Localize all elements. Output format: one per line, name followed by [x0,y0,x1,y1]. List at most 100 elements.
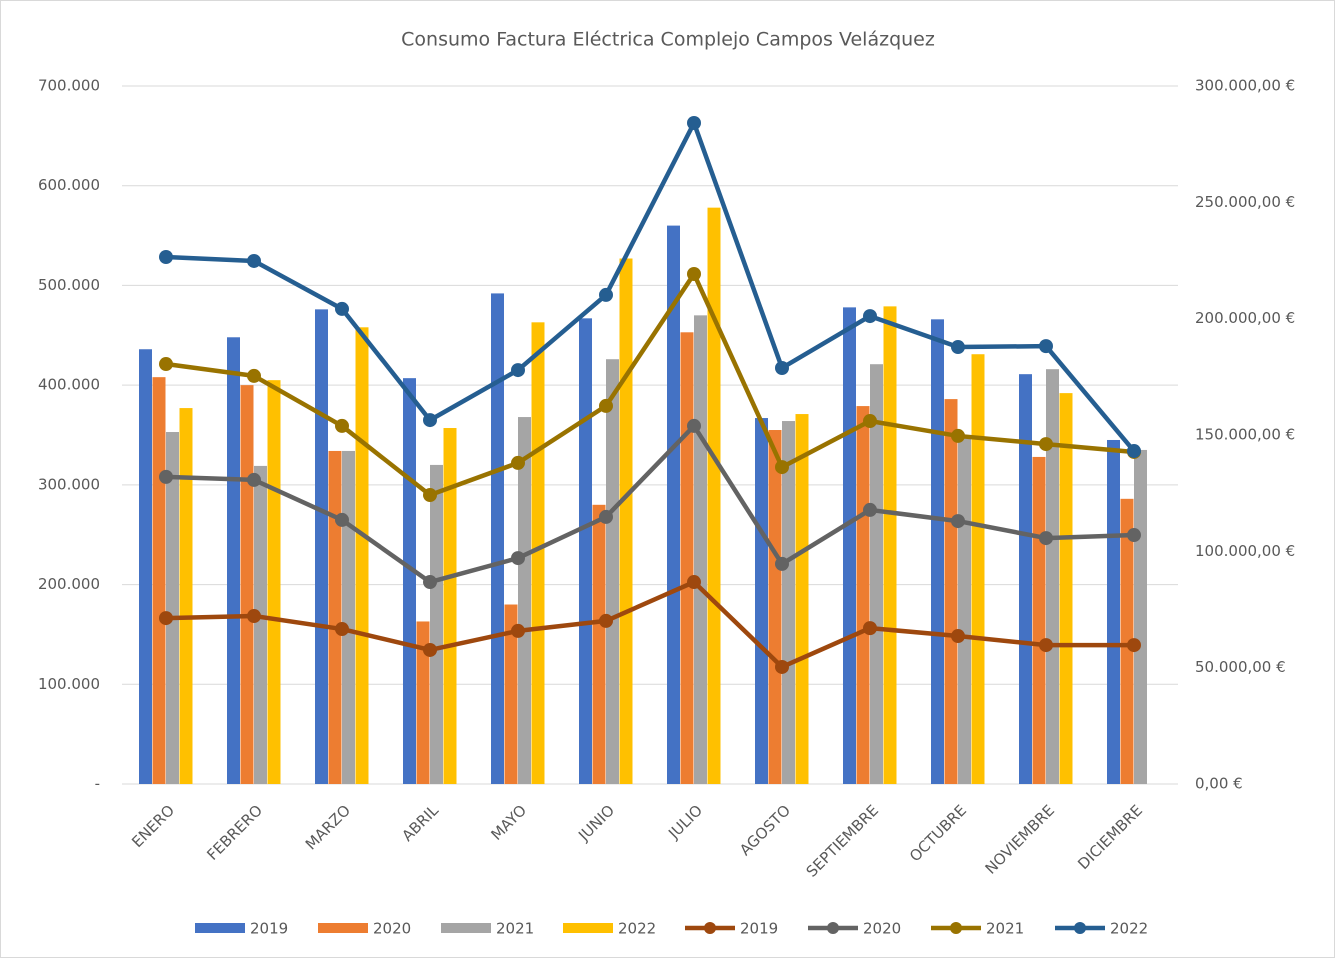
line-marker [335,622,349,637]
legend-swatch [195,923,245,933]
y-tick-label: 600.000 [38,176,100,194]
bar [491,293,504,784]
line-marker [687,266,701,281]
bar [606,359,619,784]
line-marker [423,488,437,503]
legend-label: 2019 [740,920,778,938]
line-marker [423,642,437,657]
bar [139,349,152,784]
line-marker [159,250,173,265]
bar [315,309,328,784]
y2-tick-label: 300.000,00 € [1195,77,1295,95]
line-marker [247,368,261,383]
bar [403,378,416,784]
legend-swatch [950,922,962,934]
bar [1059,393,1073,784]
y2-tick-label: 100.000,00 € [1195,542,1295,560]
legend-label: 2019 [250,920,288,938]
bar [1046,369,1059,784]
line-marker [1127,638,1141,653]
line-marker [159,611,173,626]
bar [619,258,633,784]
line-marker [863,414,877,429]
bar [1134,449,1147,784]
bar [694,315,707,784]
y-tick-label: 400.000 [38,376,100,394]
bar [883,306,897,784]
line-marker [1127,528,1141,543]
bar [254,465,267,784]
bar [931,319,944,784]
legend-swatch [318,923,368,933]
bar [355,327,369,784]
bar [856,406,870,784]
bar [795,414,809,784]
line [165,579,1134,670]
line [165,423,1135,585]
y2-tick-label: 150.000,00 € [1195,426,1295,444]
line-marker [687,115,701,130]
y-tick-label: 300.000 [38,475,100,493]
y-tick-label: - [95,775,100,793]
line-marker [511,455,525,470]
bar [267,380,281,784]
legend-label: 2020 [373,920,411,938]
bar [342,450,355,784]
y2-tick-label: 250.000,00 € [1195,193,1295,211]
line-marker [335,418,349,433]
bar [971,354,985,784]
bar [443,428,457,784]
line-marker [775,556,789,571]
line-marker [511,623,525,638]
bar [958,435,971,784]
line [165,120,1136,453]
legend-swatch [704,922,716,934]
line-marker [775,360,789,375]
legend-label: 2021 [496,920,534,938]
line-marker [775,460,789,475]
bar [152,377,166,784]
y-tick-label: 100.000 [38,675,100,693]
bar [179,408,193,784]
y2-tick-label: 50.000,00 € [1195,658,1286,676]
line-marker [599,398,613,413]
bar [430,464,443,784]
y2-tick-label: 0,00 € [1195,775,1243,793]
bar [579,318,592,784]
line-marker [1039,638,1053,653]
bar [667,225,680,785]
chart-title: Consumo Factura Eléctrica Complejo Campo… [401,29,935,51]
legend-swatch [563,923,613,933]
bar [680,332,694,784]
line-marker [775,659,789,674]
bar [227,337,240,784]
line-marker [863,309,877,324]
line-marker [159,357,173,372]
line-marker [951,428,965,443]
line-marker [1039,531,1053,546]
line-marker [863,621,877,636]
line-marker [1039,437,1053,452]
line-marker [1039,339,1053,354]
line-marker [247,609,261,624]
bar [1019,374,1032,784]
y2-tick-label: 200.000,00 € [1195,309,1295,327]
line-marker [511,551,525,566]
line-marker [335,512,349,527]
line-marker [423,413,437,428]
bar [328,450,342,784]
y-tick-label: 200.000 [38,575,100,593]
bar [1120,498,1134,784]
line-marker [687,575,701,590]
bar [1107,439,1120,784]
line-marker [599,509,613,524]
bar [768,430,782,784]
bar [416,621,430,784]
bar [870,364,883,784]
bar [944,399,958,784]
line-marker [951,340,965,355]
legend-swatch [827,922,839,934]
legend-label: 2022 [1110,920,1148,938]
line-marker [687,418,701,433]
